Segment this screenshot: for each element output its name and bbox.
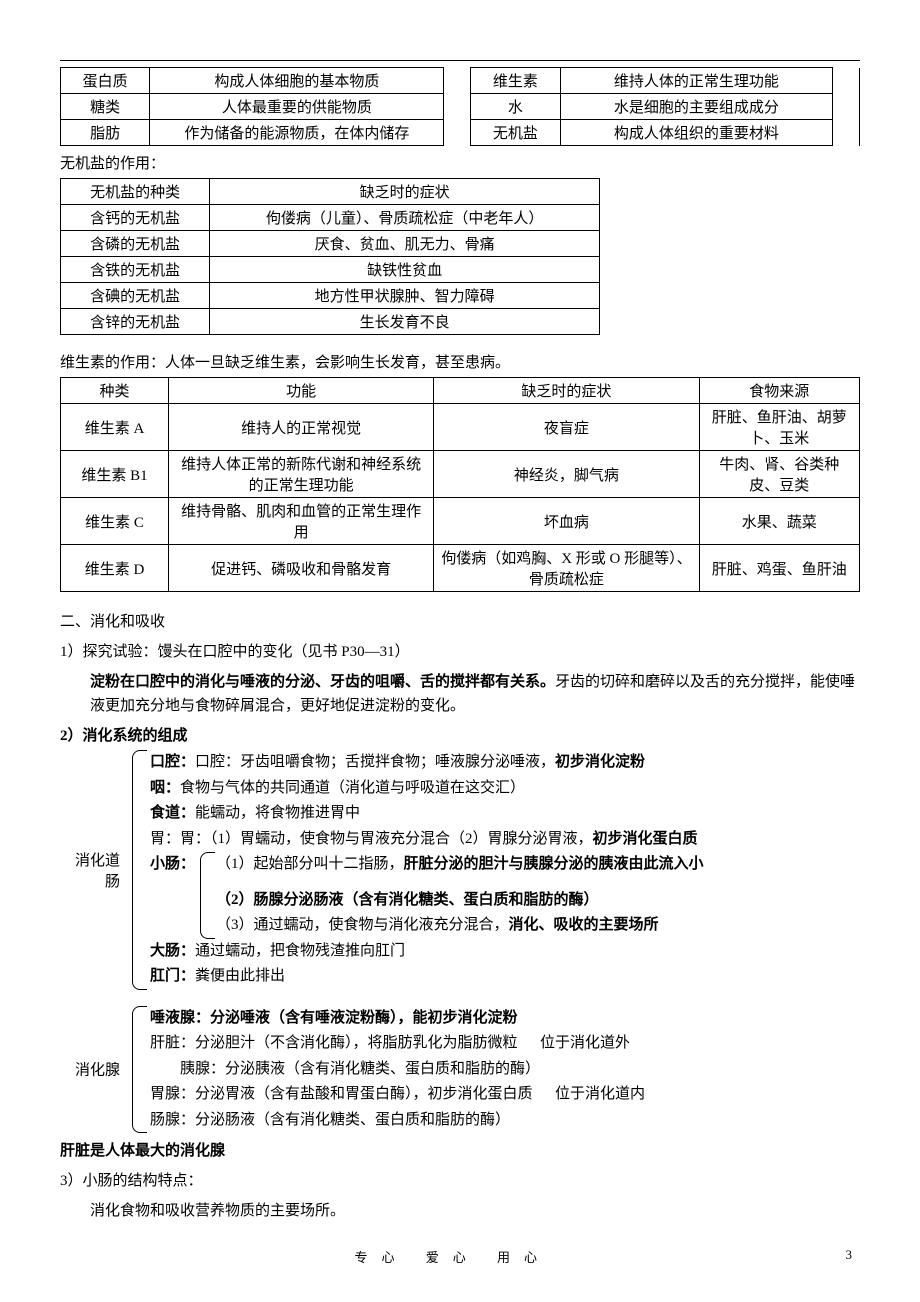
page-number: 3	[846, 1247, 853, 1263]
tract-li: 大肠：通过蠕动，把食物残渣推向肛门	[150, 939, 860, 965]
gland-intestine: 肠腺：分泌肠液（含有消化糖类、蛋白质和脂肪的酶）	[150, 1108, 860, 1134]
nutrients-table: 蛋白质 构成人体细胞的基本物质 维生素 维持人体的正常生理功能 糖类 人体最重要…	[60, 67, 860, 146]
tract-eso: 食道：能蠕动，将食物推进胃中	[150, 801, 860, 827]
digestive-tract-group: 消化道肠 口腔：口腔：牙齿咀嚼食物；舌搅拌食物；唾液腺分泌唾液，初步消化淀粉 咽…	[128, 750, 860, 990]
sec2-2: 2）消化系统的组成	[60, 724, 860, 748]
table-row: 脂肪 作为储备的能源物质，在体内储存 无机盐 构成人体组织的重要材料	[61, 120, 860, 146]
table-header: 种类 功能 缺乏时的症状 食物来源	[61, 378, 860, 404]
brace-icon	[132, 1006, 147, 1134]
cell: 构成人体细胞的基本物质	[150, 68, 444, 94]
digestive-glands-group: 消化腺 唾液腺：分泌唾液（含有唾液淀粉酶），能初步消化淀粉 肝脏：分泌胆汁（不含…	[128, 1006, 860, 1134]
sec2-3: 3）小肠的结构特点：	[60, 1169, 860, 1193]
tract-mouth: 口腔：口腔：牙齿咀嚼食物；舌搅拌食物；唾液腺分泌唾液，初步消化淀粉	[150, 750, 860, 776]
table-header: 无机盐的种类 缺乏时的症状	[61, 179, 600, 205]
cell: 维生素	[471, 68, 560, 94]
vitamin-table: 种类 功能 缺乏时的症状 食物来源 维生素 A维持人的正常视觉夜盲症肝脏、鱼肝油…	[60, 377, 860, 592]
page-footer: 专心 爱心 用心 3	[60, 1247, 860, 1266]
tract-stomach: 胃：胃：（1）胃蠕动，使食物与胃液充分混合（2）胃腺分泌胃液，初步消化蛋白质	[150, 827, 860, 853]
footer-text: 专心 爱心 用心	[354, 1250, 551, 1265]
small-intestine-block: 小肠： （1）起始部分叫十二指肠，肝脏分泌的胆汁与胰腺分泌的胰液由此流入小 （2…	[150, 852, 860, 939]
gland-stomach: 胃腺：分泌胃液（含有盐酸和胃蛋白酶），初步消化蛋白质 位于消化道内	[150, 1082, 860, 1108]
section2-title: 二、消化和吸收	[60, 610, 860, 634]
table-row: 糖类 人体最重要的供能物质 水 水是细胞的主要组成成分	[61, 94, 860, 120]
cell: 维持人体的正常生理功能	[560, 68, 832, 94]
sec2-1b-bold: 淀粉在口腔中的消化与唾液的分泌、牙齿的咀嚼、舌的搅拌都有关系。	[90, 674, 555, 690]
gland-label: 消化腺	[60, 1059, 120, 1080]
tract-anus: 肛门：粪便由此排出	[150, 964, 860, 990]
tract-pharynx: 咽：食物与气体的共同通道（消化道与呼吸道在这交汇）	[150, 776, 860, 802]
gland-pancreas: 胰腺：分泌胰液（含有消化糖类、蛋白质和脂肪的酶）	[150, 1057, 860, 1083]
sec2-1b: 淀粉在口腔中的消化与唾液的分泌、牙齿的咀嚼、舌的搅拌都有关系。牙齿的切碎和磨碎以…	[60, 670, 860, 718]
mineral-heading: 无机盐的作用：	[60, 152, 860, 176]
si-label: 小肠：	[150, 852, 200, 878]
tract-label: 消化道肠	[60, 849, 120, 891]
vitamin-intro: 维生素的作用：人体一旦缺乏维生素，会影响生长发育，甚至患病。	[60, 351, 860, 375]
table-row: 蛋白质 构成人体细胞的基本物质 维生素 维持人体的正常生理功能	[61, 68, 860, 94]
liver-line: 肝脏是人体最大的消化腺	[60, 1139, 860, 1163]
gland-saliva: 唾液腺：分泌唾液（含有唾液淀粉酶），能初步消化淀粉	[150, 1006, 860, 1032]
gland-liver: 肝脏：分泌胆汁（不含消化酶），将脂肪乳化为脂肪微粒 位于消化道外	[150, 1031, 860, 1057]
cell: 蛋白质	[61, 68, 150, 94]
header-rule	[60, 60, 860, 61]
brace-icon	[132, 750, 147, 990]
brace-icon	[200, 852, 215, 939]
sec2-3b: 消化食物和吸收营养物质的主要场所。	[60, 1199, 860, 1223]
sec2-1: 1）探究试验：馒头在口腔中的变化（见书 P30—31）	[60, 640, 860, 664]
mineral-table: 无机盐的种类 缺乏时的症状 含钙的无机盐佝偻病（儿童）、骨质疏松症（中老年人） …	[60, 178, 600, 335]
